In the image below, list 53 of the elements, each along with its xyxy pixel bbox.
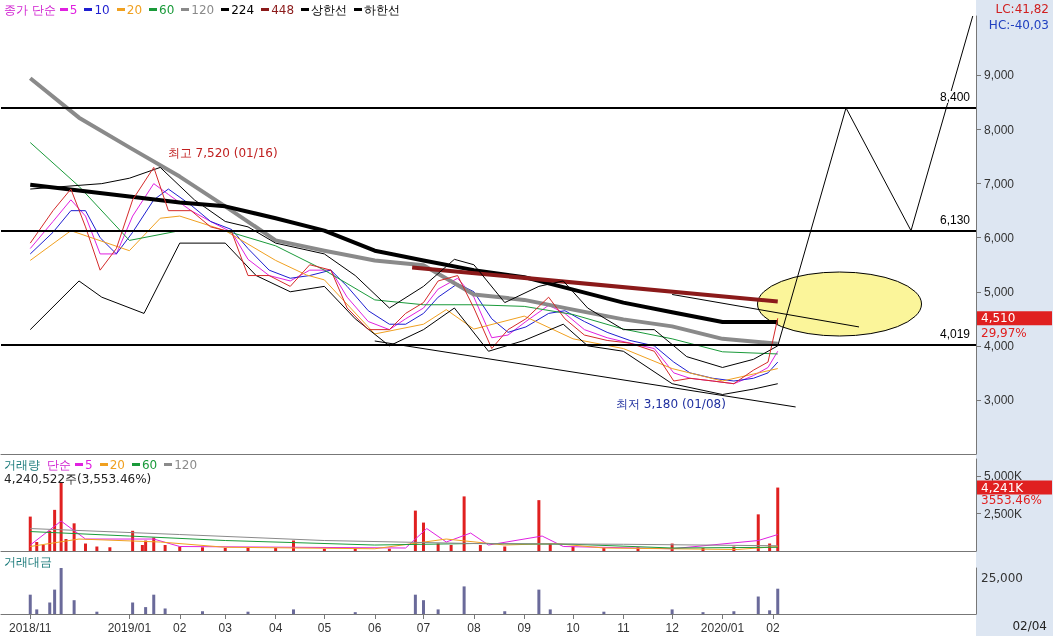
y-tick-label: 9,000 xyxy=(984,68,1015,83)
annotation: 4,240,522주(3,553.46%) xyxy=(4,472,152,486)
text: 3553.46% xyxy=(981,492,1043,507)
y-tick-label: 5,000 xyxy=(984,284,1015,299)
text: 29,97% xyxy=(981,326,1027,341)
x-tick-label: 2018/11 xyxy=(9,621,52,635)
x-tick-label: 02 xyxy=(766,621,780,635)
x-tick-label: 10 xyxy=(566,621,580,635)
legend-title: 단순 xyxy=(47,458,71,472)
y-tick-label: 7,000 xyxy=(984,176,1015,191)
x-tick-label: 02 xyxy=(173,621,187,635)
ref-line-label: 8,400 xyxy=(939,89,971,104)
x-tick-label: 07 xyxy=(416,621,431,635)
text: 25,000 xyxy=(981,571,1023,586)
x-tick-label: 11 xyxy=(617,621,630,635)
chart-title: 거래량 xyxy=(4,458,40,472)
x-tick-label: 2019/01 xyxy=(107,621,152,635)
x-tick-label: 08 xyxy=(467,621,481,635)
x-tick-label: 03 xyxy=(218,621,233,635)
y-tick-label: 3,000 xyxy=(984,392,1015,407)
x-tick-label: 12 xyxy=(665,621,680,635)
x-tick-label: 2020/01 xyxy=(700,621,745,635)
annotation: 최고 7,520 (01/16) xyxy=(167,146,278,161)
x-tick-label: 06 xyxy=(368,621,382,635)
legend-label: 5 xyxy=(85,458,93,472)
legend-title: 종가 단순 xyxy=(4,3,56,17)
x-tick-label: 04 xyxy=(268,621,283,635)
legend-label: 60 xyxy=(141,458,158,472)
legend-label: 224 xyxy=(231,3,255,17)
legend-label: 20 xyxy=(109,458,125,472)
annotation: 최저 3,180 (01/08) xyxy=(615,396,726,411)
text: 02/04 xyxy=(1012,619,1048,633)
legend-label: 448 xyxy=(271,3,295,17)
legend-label: 60 xyxy=(159,3,175,17)
y-tick-label: 4,000 xyxy=(984,338,1015,353)
legend-label: 120 xyxy=(191,3,215,17)
legend-label: 하한선 xyxy=(364,3,401,17)
text: HC:-40,03 xyxy=(988,18,1050,32)
legend-label: 20 xyxy=(126,3,143,17)
ref-line-label: 4,019 xyxy=(939,326,971,341)
legend-label: 5 xyxy=(69,3,78,17)
legend-label: 상한선 xyxy=(311,3,348,17)
ref-line-label: 6,130 xyxy=(939,212,971,227)
y-tick-label: 2,500K xyxy=(984,506,1023,521)
text: 4,510 xyxy=(981,311,1016,326)
legend-label: 10 xyxy=(94,3,110,17)
x-tick-label: 09 xyxy=(517,621,532,635)
chart-title: 거래대금 xyxy=(4,555,52,569)
legend-label: 120 xyxy=(174,458,198,472)
y-tick-label: 6,000 xyxy=(984,230,1015,245)
x-tick-label: 05 xyxy=(317,621,332,635)
text: LC:41,82 xyxy=(995,2,1050,16)
y-tick-label: 8,000 xyxy=(984,122,1015,137)
